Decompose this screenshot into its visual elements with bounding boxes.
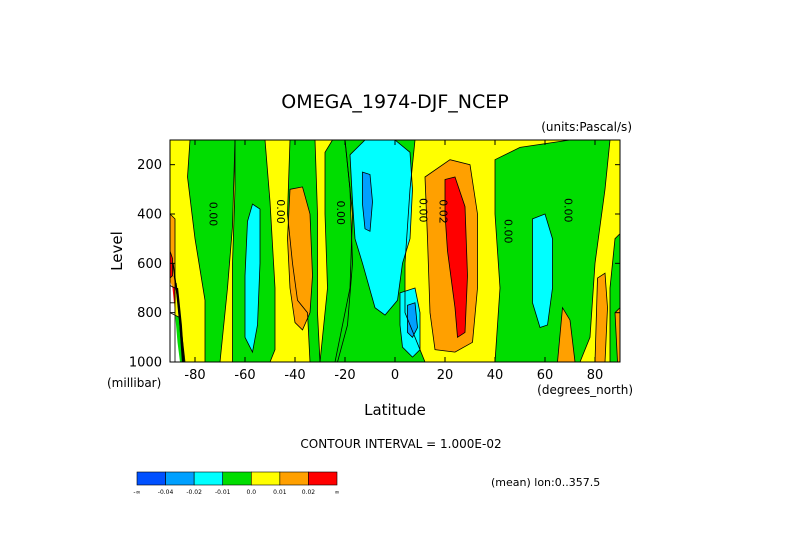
mean-longitude-text: (mean) lon:0..357.5 xyxy=(491,476,600,489)
x-tick-label: 80 xyxy=(587,368,604,383)
colorbar-label: 0.0 xyxy=(247,489,257,496)
y-axis-ticks: 200 400 600 800 1000 xyxy=(129,158,620,371)
contour-region-15 xyxy=(445,177,468,338)
x-tick-label: -80 xyxy=(184,368,205,383)
x-axis-ticks: -80 -60 -40 -20 0 20 40 60 80 xyxy=(184,140,603,383)
colorbar-label: -0.02 xyxy=(186,489,202,496)
x-unit-label: (degrees_north) xyxy=(537,383,633,397)
contour-line-22 xyxy=(362,171,373,232)
y-axis-label: Level xyxy=(108,231,126,271)
contour-line-11 xyxy=(557,306,576,362)
contour-line-6 xyxy=(334,140,426,362)
contour-region-12 xyxy=(595,273,608,362)
contour-region-5 xyxy=(320,140,353,362)
contour-region-18 xyxy=(245,204,260,353)
contour-line-20 xyxy=(399,287,421,358)
contour-regions xyxy=(170,140,620,362)
colorbar-label: 0.02 xyxy=(302,489,316,496)
x-tick-label: 60 xyxy=(537,368,554,383)
colorbar-swatch xyxy=(136,471,166,486)
colorbar-swatch xyxy=(193,471,224,486)
y-tick-label: 1000 xyxy=(129,356,162,371)
colorbar-swatch xyxy=(222,471,252,486)
colorbar-label: ∞ xyxy=(335,489,340,496)
contour-labels: 0.00 0.00 0.00 0.00 0.02 0.00 0.00 xyxy=(207,198,575,243)
x-tick-label: 20 xyxy=(437,368,454,383)
colorbar-swatch xyxy=(250,471,281,486)
y-tick-label: 600 xyxy=(137,257,162,272)
contour-line-7 xyxy=(494,140,611,362)
steep-contour-line-3 xyxy=(176,287,185,362)
contour-line-16 xyxy=(170,250,173,279)
contour-line-14 xyxy=(170,213,176,362)
colorbar-label: -0.04 xyxy=(158,489,174,496)
y-tick-label: 400 xyxy=(137,208,162,223)
contour-region-23 xyxy=(407,302,418,338)
contour-outlines xyxy=(170,140,620,362)
contour-line-10 xyxy=(424,159,478,353)
x-axis-label: Latitude xyxy=(364,401,426,419)
contour-region-13 xyxy=(615,307,620,362)
chart-title: OMEGA_1974-DJF_NCEP xyxy=(281,91,508,113)
contour-line-23 xyxy=(407,302,418,338)
contour-line-12 xyxy=(594,272,608,362)
colorbar-swatch xyxy=(308,471,338,486)
x-tick-label: -20 xyxy=(334,368,355,383)
contour-region-21 xyxy=(532,214,553,328)
colorbar-swatch xyxy=(279,471,309,486)
colorbar-label: -∞ xyxy=(133,489,140,496)
colorbar-swatch xyxy=(165,471,195,486)
steep-contour-lines xyxy=(172,263,185,362)
x-tick-label: 40 xyxy=(487,368,504,383)
x-tick-label: -40 xyxy=(284,368,305,383)
contour-value-label: 0.02 xyxy=(437,199,450,224)
y-unit-label: (millibar) xyxy=(107,376,161,390)
contour-line-2 xyxy=(170,312,186,362)
contour-line-18 xyxy=(244,203,261,354)
contour-region-22 xyxy=(362,172,373,232)
contour-line-21 xyxy=(532,213,553,329)
colorbar-label: 0.01 xyxy=(273,489,287,496)
contour-line-13 xyxy=(614,307,620,362)
contour-line-17 xyxy=(170,285,176,304)
contour-line-15 xyxy=(444,176,468,339)
contour-region-1 xyxy=(187,140,235,362)
contour-value-label: 0.00 xyxy=(207,202,220,227)
contour-interval-text: CONTOUR INTERVAL = 1.000E-02 xyxy=(300,437,501,451)
x-tick-label: -60 xyxy=(234,368,255,383)
contour-line-4 xyxy=(232,140,276,362)
contour-region-9 xyxy=(287,186,313,330)
contour-value-label: 0.00 xyxy=(334,201,347,226)
units-label: (units:Pascal/s) xyxy=(541,120,632,134)
contour-value-label: 0.00 xyxy=(417,198,430,223)
contour-value-label: 0.00 xyxy=(562,198,575,223)
contour-region-11 xyxy=(557,307,575,362)
y-tick-label: 200 xyxy=(137,158,162,173)
contour-line-1 xyxy=(187,140,236,362)
contour-line-3 xyxy=(287,140,321,362)
contour-line-8 xyxy=(609,233,620,362)
contour-value-label: 0.00 xyxy=(274,199,287,224)
y-tick-label: 800 xyxy=(137,306,162,321)
colorbar: -∞ -0.04 -0.02 -0.01 0.0 0.01 0.02 ∞ xyxy=(133,471,340,496)
contour-line-9 xyxy=(287,186,313,331)
contour-line-5 xyxy=(319,140,353,362)
colorbar-label: -0.01 xyxy=(215,489,231,496)
contour-line-19 xyxy=(349,140,413,316)
contour-value-label: 0.00 xyxy=(502,219,515,244)
plot-area xyxy=(170,140,620,362)
x-tick-label: 0 xyxy=(391,368,399,383)
